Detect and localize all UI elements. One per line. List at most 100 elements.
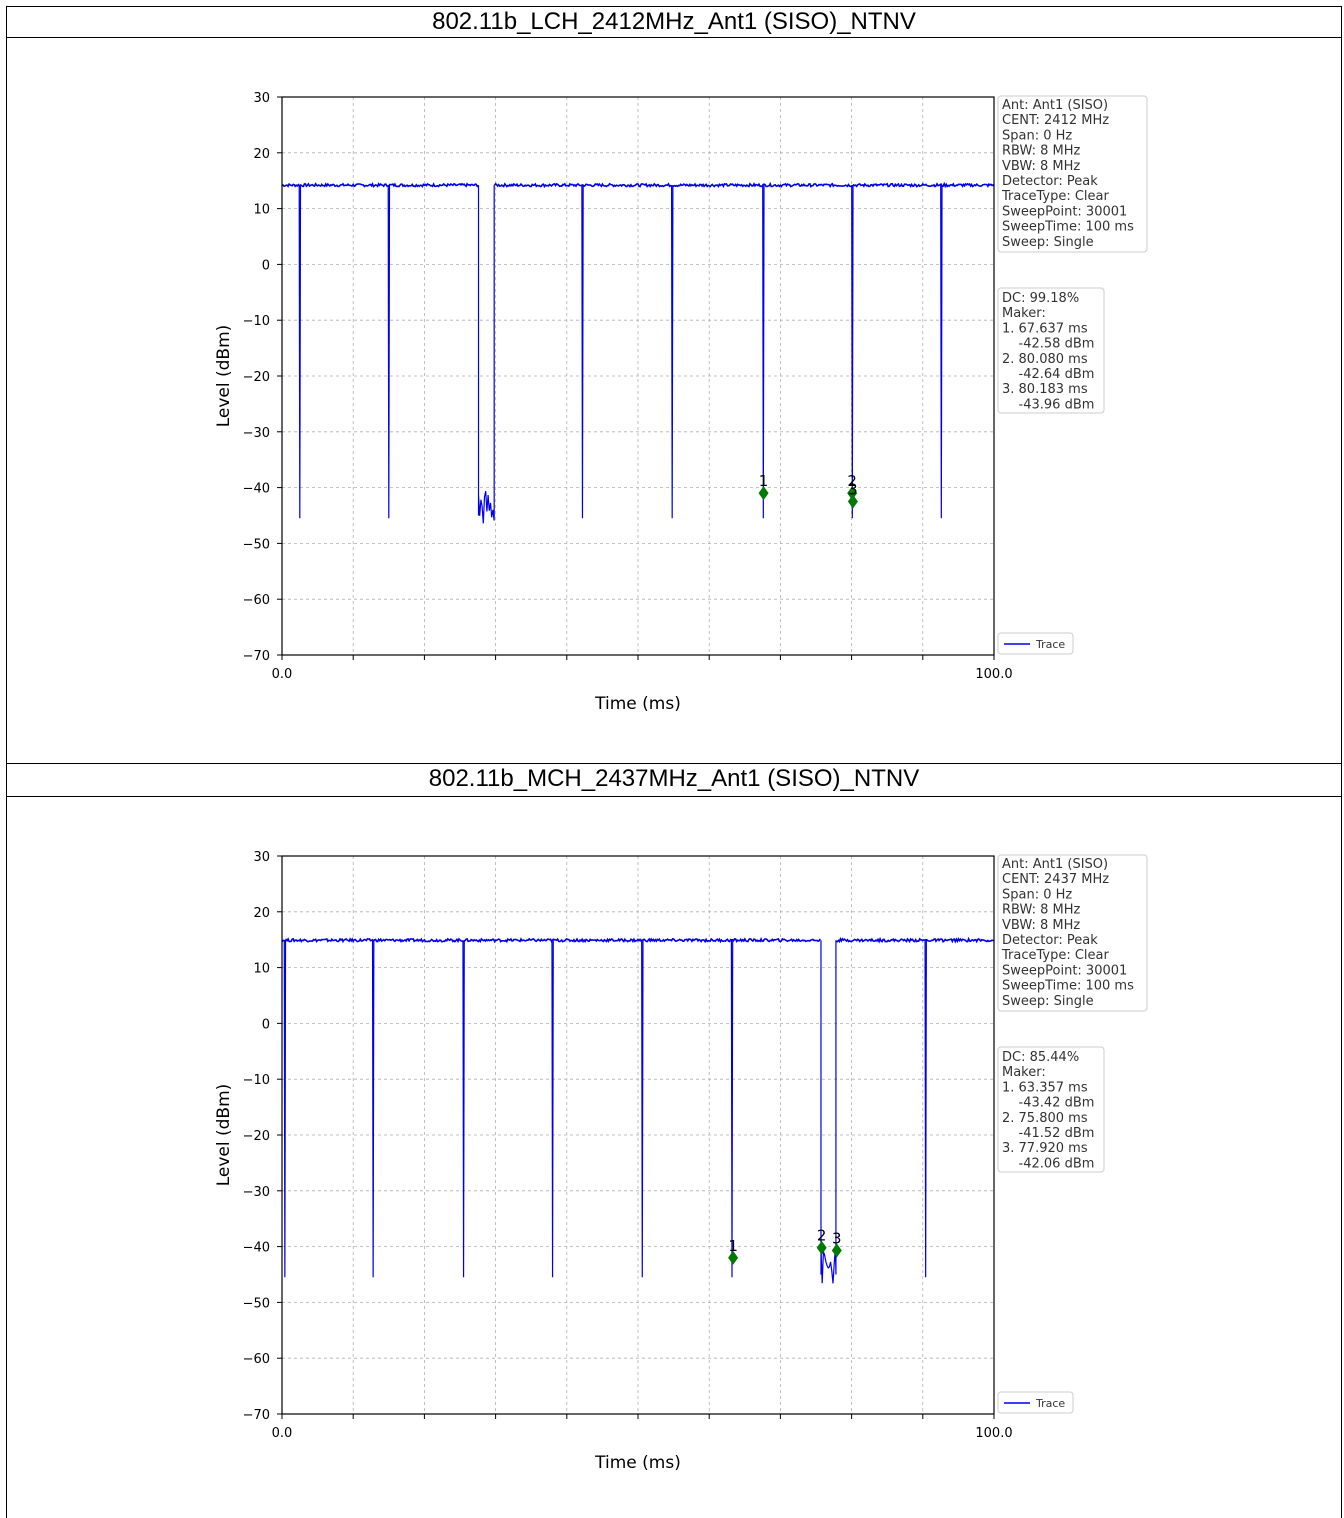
x-tick-label: 100.0 [975, 667, 1012, 682]
marker-diamond [728, 1250, 739, 1265]
marker-label: 2 [847, 472, 857, 490]
marker-diamond [847, 494, 858, 509]
y-tick-label: −50 [243, 537, 270, 552]
y-tick-label: −30 [243, 426, 270, 441]
y-tick-label: −60 [243, 1352, 270, 1367]
settings-text: TraceType: Clear [1001, 948, 1110, 963]
trace-dip [551, 940, 554, 1278]
settings-text: Sweep: Single [1002, 235, 1094, 250]
settings-box [997, 854, 1148, 1012]
chart-panel-mch [6, 763, 1342, 1518]
title-divider [6, 37, 1342, 38]
settings-text: RBW: 8 MHz [1002, 903, 1080, 918]
y-tick-label: −40 [243, 482, 270, 497]
settings-text: SweepPoint: 30001 [1002, 204, 1127, 219]
y-axis-label: Level (dBm) [214, 1084, 234, 1187]
settings-text: Detector: Peak [1002, 174, 1098, 189]
settings-text: VBW: 8 MHz [1002, 918, 1080, 933]
trace-dip [462, 940, 465, 1278]
trace-line [281, 181, 995, 189]
trace-dip [940, 185, 943, 519]
settings-text: VBW: 8 MHz [1002, 159, 1080, 174]
result-box [997, 1046, 1105, 1173]
trace-dip [762, 185, 765, 519]
result-text: -43.42 dBm [1002, 1096, 1094, 1111]
y-tick-label: −50 [243, 1296, 270, 1311]
y-tick-label: 10 [253, 962, 270, 977]
legend-box [997, 632, 1074, 655]
result-text: Maker: [1002, 1065, 1046, 1080]
trace-dip [851, 185, 854, 519]
result-text: -42.06 dBm [1002, 1156, 1094, 1171]
y-tick-label: 30 [253, 91, 270, 106]
chart-title-lch: 802.11b_LCH_2412MHz_Ant1 (SISO)_NTNV [432, 8, 916, 35]
settings-text: TraceType: Clear [1001, 189, 1110, 204]
legend-label: Trace [1035, 1397, 1065, 1410]
plot-mch: 30 20 10 0 −10 −20 −30 −40 −50 −60 −700.0 100.0 Time… [214, 850, 1148, 1473]
result-text: 3. 80.183 ms [1002, 382, 1088, 397]
settings-box [997, 95, 1148, 253]
trace-dip [283, 940, 287, 1278]
y-tick-label: 0 [262, 258, 270, 273]
legend-box [997, 1391, 1074, 1414]
settings-text: RBW: 8 MHz [1002, 144, 1080, 159]
y-tick-label: −20 [243, 1129, 270, 1144]
y-tick-label: 0 [262, 1017, 270, 1032]
marker-label: 1 [759, 472, 769, 490]
result-text: Maker: [1002, 306, 1046, 321]
settings-text: Sweep: Single [1002, 994, 1094, 1009]
panel-divider [6, 763, 1342, 764]
result-box [997, 287, 1105, 414]
y-tick-label: −60 [243, 593, 270, 608]
plot-frame [281, 855, 995, 1415]
settings-text: Ant: Ant1 (SISO) [1002, 98, 1108, 113]
x-tick-label: 0.0 [272, 667, 293, 682]
marker-label: 1 [728, 1237, 738, 1255]
result-text: -42.58 dBm [1002, 337, 1094, 352]
marker-diamond [847, 486, 858, 501]
trace-line [281, 936, 995, 944]
x-axis-label: Time (ms) [594, 1453, 681, 1473]
chart-title-mch: 802.11b_MCH_2437MHz_Ant1 (SISO)_NTNV [428, 765, 920, 792]
y-tick-label: −10 [243, 1073, 270, 1088]
y-tick-label: −40 [243, 1241, 270, 1256]
trace-dip [670, 185, 674, 519]
settings-text: SweepPoint: 30001 [1002, 963, 1127, 978]
y-tick-label: 20 [253, 906, 270, 921]
trace-dip [387, 185, 391, 519]
marker-label: 3 [848, 481, 858, 499]
marker-label: 2 [817, 1227, 827, 1245]
settings-text: CENT: 2437 MHz [1002, 872, 1109, 887]
result-text: 1. 67.637 ms [1002, 321, 1088, 336]
y-axis-label: Level (dBm) [214, 325, 234, 428]
result-text: 3. 77.920 ms [1002, 1141, 1088, 1156]
legend-label: Trace [1035, 638, 1065, 651]
trace-gap [477, 185, 495, 524]
settings-text: Span: 0 Hz [1002, 128, 1072, 143]
plot-lch: 30 20 10 0 −10 −20 −30 −40 −50 −60 −700.0 100.0 Time… [214, 91, 1148, 714]
result-text: 1. 63.357 ms [1002, 1080, 1088, 1095]
chart-panel-lch [6, 6, 1342, 763]
settings-text: Ant: Ant1 (SISO) [1002, 857, 1108, 872]
trace-dip [730, 940, 734, 1278]
y-tick-label: −10 [243, 314, 270, 329]
y-tick-label: −20 [243, 370, 270, 385]
plot-frame [281, 96, 995, 656]
settings-text: SweepTime: 100 ms [1002, 220, 1134, 235]
y-tick-label: 10 [253, 203, 270, 218]
trace-dip [924, 940, 927, 1278]
result-text: 2. 80.080 ms [1002, 352, 1088, 367]
settings-text: Span: 0 Hz [1002, 887, 1072, 902]
y-tick-label: −70 [243, 1408, 270, 1423]
settings-text: CENT: 2412 MHz [1002, 113, 1109, 128]
settings-text: Detector: Peak [1002, 933, 1098, 948]
trace-dip [581, 185, 584, 519]
y-tick-label: −30 [243, 1185, 270, 1200]
x-tick-label: 100.0 [975, 1426, 1012, 1441]
result-text: -43.96 dBm [1002, 397, 1094, 412]
marker-diamond [758, 486, 769, 501]
marker-diamond [831, 1243, 842, 1258]
trace-dip [371, 940, 375, 1278]
trace-dip [298, 185, 302, 519]
y-tick-label: −70 [243, 649, 270, 664]
